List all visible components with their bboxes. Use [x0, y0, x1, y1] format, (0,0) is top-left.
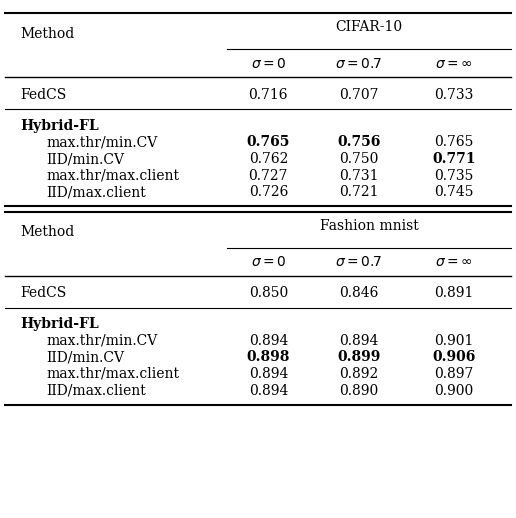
Text: 0.750: 0.750 — [339, 152, 378, 166]
Text: 0.901: 0.901 — [434, 334, 474, 348]
Text: 0.898: 0.898 — [247, 350, 290, 365]
Text: $\sigma = 0.7$: $\sigma = 0.7$ — [335, 56, 382, 71]
Text: 0.894: 0.894 — [249, 383, 288, 398]
Text: IID/min.CV: IID/min.CV — [46, 152, 124, 166]
Text: 0.745: 0.745 — [434, 185, 474, 199]
Text: Hybrid-FL: Hybrid-FL — [21, 317, 99, 332]
Text: IID/min.CV: IID/min.CV — [46, 350, 124, 365]
Text: 0.771: 0.771 — [432, 152, 476, 166]
Text: 0.765: 0.765 — [247, 135, 290, 150]
Text: 0.721: 0.721 — [339, 185, 378, 199]
Text: 0.899: 0.899 — [337, 350, 380, 365]
Text: Hybrid-FL: Hybrid-FL — [21, 119, 99, 133]
Text: 0.762: 0.762 — [249, 152, 288, 166]
Text: $\sigma = \infty$: $\sigma = \infty$ — [435, 255, 473, 269]
Text: Method: Method — [21, 225, 75, 239]
Text: 0.894: 0.894 — [249, 367, 288, 381]
Text: Fashion mnist: Fashion mnist — [319, 219, 418, 233]
Text: $\sigma = 0$: $\sigma = 0$ — [250, 56, 286, 71]
Text: max.thr/max.client: max.thr/max.client — [46, 168, 180, 183]
Text: max.thr/max.client: max.thr/max.client — [46, 367, 180, 381]
Text: $\sigma = 0$: $\sigma = 0$ — [250, 255, 286, 269]
Text: 0.897: 0.897 — [434, 367, 474, 381]
Text: 0.716: 0.716 — [249, 88, 288, 102]
Text: IID/max.client: IID/max.client — [46, 185, 146, 199]
Text: Method: Method — [21, 26, 75, 41]
Text: $\sigma = 0.7$: $\sigma = 0.7$ — [335, 255, 382, 269]
Text: FedCS: FedCS — [21, 88, 67, 102]
Text: 0.733: 0.733 — [434, 88, 474, 102]
Text: 0.727: 0.727 — [249, 168, 288, 183]
Text: FedCS: FedCS — [21, 286, 67, 300]
Text: 0.731: 0.731 — [339, 168, 378, 183]
Text: 0.846: 0.846 — [339, 286, 378, 300]
Text: 0.765: 0.765 — [434, 135, 474, 150]
Text: max.thr/min.CV: max.thr/min.CV — [46, 334, 158, 348]
Text: 0.892: 0.892 — [339, 367, 378, 381]
Text: CIFAR-10: CIFAR-10 — [335, 20, 402, 35]
Text: 0.894: 0.894 — [249, 334, 288, 348]
Text: max.thr/min.CV: max.thr/min.CV — [46, 135, 158, 150]
Text: $\sigma = \infty$: $\sigma = \infty$ — [435, 56, 473, 71]
Text: 0.707: 0.707 — [339, 88, 378, 102]
Text: 0.726: 0.726 — [249, 185, 288, 199]
Text: 0.890: 0.890 — [339, 383, 378, 398]
Text: 0.735: 0.735 — [434, 168, 474, 183]
Text: IID/max.client: IID/max.client — [46, 383, 146, 398]
Text: 0.891: 0.891 — [434, 286, 474, 300]
Text: 0.906: 0.906 — [432, 350, 476, 365]
Text: 0.900: 0.900 — [434, 383, 474, 398]
Text: 0.850: 0.850 — [249, 286, 288, 300]
Text: 0.894: 0.894 — [339, 334, 378, 348]
Text: 0.756: 0.756 — [337, 135, 380, 150]
